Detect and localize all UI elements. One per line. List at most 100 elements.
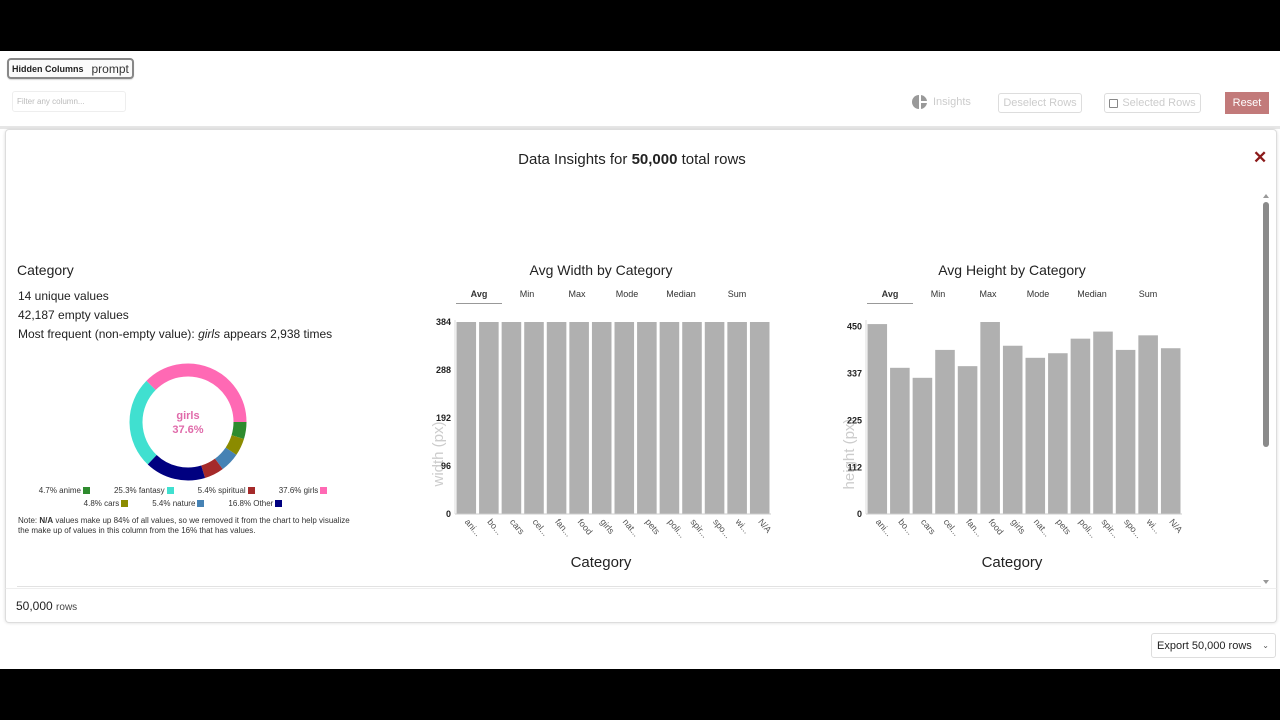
height-bar[interactable] <box>1048 353 1068 514</box>
height-bar[interactable] <box>1025 357 1046 514</box>
legend-swatch <box>247 487 255 494</box>
deselect-rows-button[interactable]: Deselect Rows <box>998 93 1082 113</box>
insights-button[interactable]: Insights <box>912 94 971 110</box>
donut-slice-spiritual[interactable] <box>200 458 223 478</box>
hidden-columns-value: prompt <box>91 61 129 76</box>
width-bar[interactable] <box>727 322 747 514</box>
vertical-scrollbar[interactable] <box>1261 192 1273 588</box>
width-bar[interactable] <box>659 322 680 514</box>
chevron-down-icon: ⌄ <box>1262 641 1269 650</box>
selected-rows-toggle[interactable]: Selected Rows <box>1104 93 1201 113</box>
legend-swatch <box>166 487 174 494</box>
donut-slice-other[interactable] <box>147 454 206 481</box>
height-xtick: spir... <box>1099 517 1120 540</box>
width-tab-median[interactable]: Median <box>666 289 696 299</box>
height-ytick: 0 <box>857 509 862 519</box>
height-bar[interactable] <box>867 324 888 514</box>
height-tab-mode[interactable]: Mode <box>1026 289 1050 299</box>
height-bar[interactable] <box>957 366 978 514</box>
height-bar[interactable] <box>1115 349 1136 514</box>
height-tab-avg[interactable]: Avg <box>867 289 913 304</box>
legend-item: 4.8% cars <box>84 499 129 508</box>
width-xtick: spir... <box>688 517 709 540</box>
close-icon[interactable]: ✕ <box>1253 148 1268 167</box>
width-bar[interactable] <box>591 322 612 514</box>
donut-slice-cars[interactable] <box>225 435 244 455</box>
height-bar[interactable] <box>1160 348 1181 514</box>
width-bar[interactable] <box>614 322 635 514</box>
panel-title-suffix: total rows <box>677 151 746 168</box>
width-bar[interactable] <box>569 322 589 514</box>
filter-input[interactable] <box>12 91 126 112</box>
legend-item: 5.4% nature <box>152 499 205 508</box>
scroll-down-icon[interactable] <box>1263 580 1269 584</box>
width-xtick: poli... <box>666 517 687 540</box>
height-bar[interactable] <box>1138 335 1158 514</box>
width-bar[interactable] <box>501 322 522 514</box>
insights-panel: Data Insights for 50,000 total rows ✕ Ca… <box>5 129 1277 622</box>
row-count-value: 50,000 <box>16 599 53 613</box>
height-ytick: 450 <box>847 322 862 332</box>
width-tab-max[interactable]: Max <box>568 289 586 299</box>
donut-slice-girls[interactable] <box>146 363 247 423</box>
reset-button[interactable]: Reset <box>1225 92 1269 114</box>
width-tab-avg[interactable]: Avg <box>456 289 502 304</box>
note-bold: N/A <box>39 516 54 525</box>
height-tab-sum[interactable]: Sum <box>1138 289 1158 299</box>
width-tab-sum[interactable]: Sum <box>727 289 747 299</box>
legend-row: 4.7% anime 25.3% fantasy 5.4% spiritual 37.… <box>18 486 348 495</box>
export-dropdown[interactable]: Export 50,000 rows ⌄ <box>1151 633 1276 658</box>
height-xtick: spo... <box>1122 517 1144 540</box>
height-tab-median[interactable]: Median <box>1077 289 1107 299</box>
height-bar[interactable] <box>890 367 910 514</box>
width-bar[interactable] <box>479 322 499 514</box>
height-bar[interactable] <box>1002 345 1023 514</box>
width-chart: Avg Width by Category Avg Min Max Mode Media… <box>411 262 791 571</box>
scrollbar-thumb[interactable] <box>1263 202 1269 447</box>
width-bar-chart: width (px) ani... bo... cars cel... fan... foo… <box>430 317 773 540</box>
width-xtick: wi... <box>733 516 752 535</box>
width-bar[interactable] <box>749 322 770 514</box>
height-bar[interactable] <box>1070 338 1091 514</box>
width-tab-min[interactable]: Min <box>519 289 535 299</box>
width-xtick: bo... <box>485 517 504 537</box>
most-frequent-prefix: Most frequent (non-empty value): <box>18 327 199 341</box>
checkbox-icon[interactable] <box>1109 98 1119 108</box>
height-bar[interactable] <box>935 349 955 514</box>
height-xtick: fan... <box>964 517 985 539</box>
legend-swatch <box>275 500 283 507</box>
width-bar[interactable] <box>704 322 725 514</box>
insights-label: Insights <box>933 96 971 108</box>
height-bar[interactable] <box>980 322 1000 514</box>
width-ylabel: width (px) <box>430 421 447 487</box>
width-bar[interactable] <box>524 322 544 514</box>
height-bar[interactable] <box>912 377 933 514</box>
width-ytick: 384 <box>436 317 451 327</box>
note-prefix: Note: <box>18 516 40 525</box>
legend-label: 37.6% girls <box>278 486 319 495</box>
hidden-columns-button[interactable]: Hidden Columns prompt <box>7 58 134 79</box>
width-bar[interactable] <box>546 322 567 514</box>
height-chart: Avg Height by Category Avg Min Max Mode Medi… <box>822 262 1202 571</box>
donut-slice-anime[interactable] <box>231 421 247 440</box>
width-bar[interactable] <box>456 322 477 514</box>
width-xtick: girls <box>598 517 617 536</box>
scroll-up-icon[interactable] <box>1263 194 1269 198</box>
width-bar[interactable] <box>637 322 657 514</box>
width-bar[interactable] <box>682 322 702 514</box>
divider <box>0 126 1280 129</box>
legend-label: 16.8% Other <box>228 499 274 508</box>
height-tab-max[interactable]: Max <box>979 289 997 299</box>
width-ytick: 0 <box>446 509 451 519</box>
hidden-columns-label: Hidden Columns <box>12 63 84 74</box>
legend-label: 25.3% fantasy <box>113 486 165 495</box>
height-xtick: N/A <box>1167 517 1184 535</box>
empty-values: 42,187 empty values <box>18 308 129 322</box>
height-xtick: nat... <box>1032 517 1053 539</box>
height-bar[interactable] <box>1093 331 1113 514</box>
width-ytick: 96 <box>441 461 451 471</box>
donut-slice-fantasy[interactable] <box>129 380 157 465</box>
height-tab-min[interactable]: Min <box>930 289 946 299</box>
width-tab-mode[interactable]: Mode <box>615 289 639 299</box>
donut-slice-nature[interactable] <box>214 447 237 470</box>
